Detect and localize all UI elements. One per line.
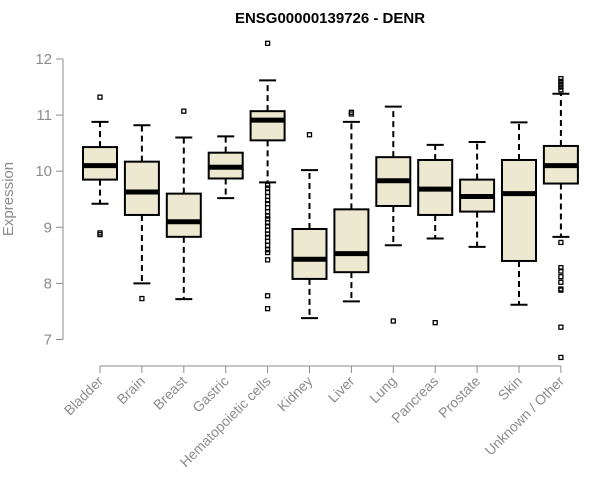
outlier-point [348, 109, 355, 115]
y-tick-label: 10 [35, 163, 52, 180]
box-plot-brain [123, 124, 160, 302]
y-tick-label: 11 [36, 107, 52, 124]
outlier-point [264, 213, 271, 219]
y-axis-label: Expression [0, 162, 17, 236]
box-plot-hematopoietic-cells [249, 40, 286, 312]
outlier-point [264, 182, 271, 188]
box-plot-breast [165, 108, 202, 301]
chart-title: ENSG00000139726 - DENR [235, 10, 425, 27]
x-tick-label: Prostate [435, 373, 483, 421]
outlier-point [97, 231, 103, 238]
x-tick-label: Brain [114, 373, 148, 407]
box-iqr [249, 110, 286, 142]
outlier-point [264, 40, 271, 46]
box-plot-lung [375, 105, 412, 324]
box-series [82, 40, 579, 361]
box-iqr [333, 208, 370, 274]
outlier-point [390, 318, 396, 324]
x-tick-label: Bladder [61, 373, 107, 419]
outlier-point [558, 84, 564, 90]
outlier-point [264, 208, 271, 215]
y-tick-label: 8 [44, 275, 52, 292]
outlier-point [558, 287, 564, 293]
y-tick-label: 9 [44, 219, 52, 236]
y-tick-label: 7 [44, 332, 52, 349]
outlier-point [264, 242, 271, 248]
outlier-point [558, 75, 564, 82]
outlier-point [264, 293, 271, 299]
outlier-point [306, 132, 313, 138]
outlier-point [558, 279, 564, 285]
x-tick-label: Kidney [274, 373, 316, 415]
box-plot-pancreas [417, 143, 454, 326]
outlier-point [558, 324, 564, 330]
outlier-point [558, 354, 564, 361]
box-plot-unknown-other [542, 75, 579, 361]
x-tick-label: Pancreas [388, 373, 441, 426]
outlier-point [558, 81, 564, 87]
outlier-point [558, 268, 564, 274]
x-tick-label: Liver [325, 373, 358, 406]
y-tick-label: 12 [35, 51, 52, 68]
x-tick-label: Skin [495, 373, 526, 404]
box-plot-gastric [207, 135, 244, 200]
outlier-point [264, 185, 271, 191]
outlier-point [264, 247, 271, 253]
x-tick-label: Lung [366, 373, 399, 406]
outlier-point [264, 305, 271, 312]
outlier-point [558, 239, 564, 246]
box-iqr [501, 158, 537, 262]
x-tick-label: Breast [150, 373, 190, 413]
outlier-point [139, 295, 145, 302]
y-axis: 7 8 9 10 11 12 [35, 51, 64, 349]
box-iqr [165, 192, 202, 238]
x-tick-label: Unknown / Other [481, 373, 567, 459]
box-plot-skin [501, 121, 537, 306]
box-plot-kidney [291, 132, 328, 320]
outlier-point [558, 274, 564, 280]
box-iqr [123, 160, 160, 216]
outlier-point [558, 78, 564, 85]
box-plot-prostate [459, 141, 496, 248]
outlier-point [264, 249, 271, 256]
box-plot-bladder [82, 94, 118, 238]
outlier-point [97, 94, 103, 100]
outlier-point [558, 87, 564, 93]
outlier-point [432, 320, 438, 326]
box-iqr [291, 227, 328, 280]
outlier-point [264, 257, 271, 263]
outlier-point [181, 108, 187, 114]
box-plot-liver [333, 109, 370, 303]
